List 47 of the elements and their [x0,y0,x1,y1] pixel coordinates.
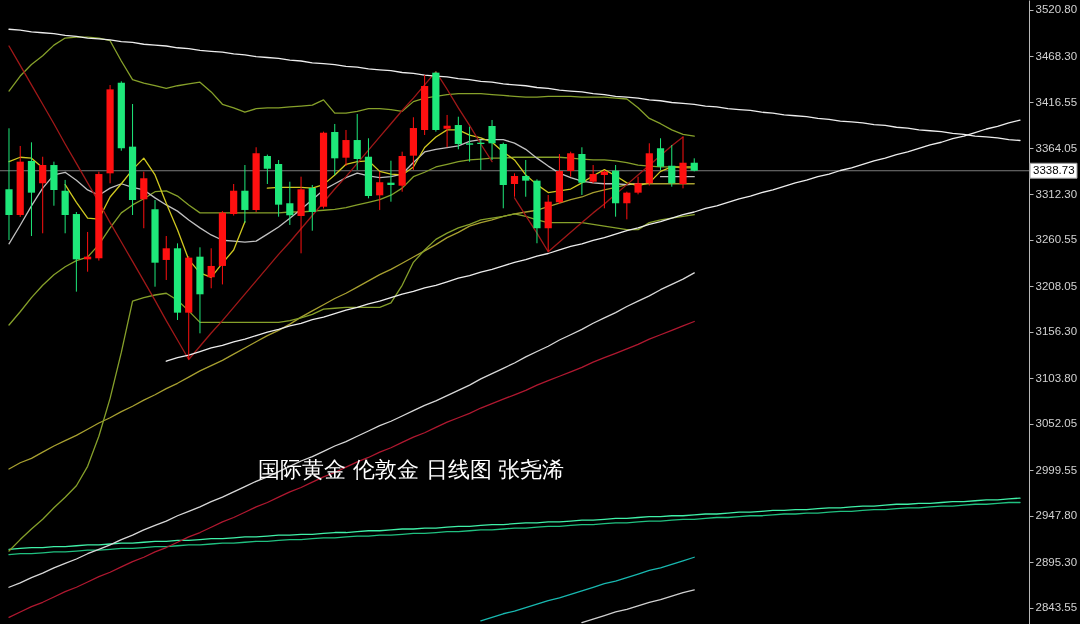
candlestick [207,247,215,289]
line-series [8,497,1021,550]
candlestick [286,181,294,226]
candlestick [162,235,170,281]
line-series [8,320,695,618]
candlestick [488,119,496,161]
y-tick-label: 3520.80 [1035,3,1078,16]
line-series [8,501,1021,556]
candlestick [39,156,47,234]
line-series [8,213,695,552]
candlestick [353,113,361,171]
line-series [480,556,695,622]
candlestick [263,154,271,185]
candlestick [140,171,148,229]
ref-line-label: 3338.73 [1033,163,1075,176]
candlestick [589,164,597,184]
candlestick [387,160,395,203]
candlestick [656,137,665,171]
candlestick [376,171,384,211]
y-tick-label: 2843.55 [1035,601,1078,614]
candlestick [342,129,350,167]
y-tick-label: 3468.30 [1035,49,1078,62]
y-tick-label: 3103.80 [1035,371,1078,384]
candlestick [454,116,462,150]
candlestick [230,183,238,217]
y-tick-label: 3260.55 [1035,233,1078,246]
y-tick-label: 3364.05 [1035,141,1078,154]
y-tick-label: 3156.30 [1035,325,1078,338]
y-tick-label: 2947.80 [1035,509,1078,522]
line-series [581,589,695,624]
y-tick-label: 3312.30 [1035,187,1078,200]
line-series [8,272,695,588]
y-tick-label: 2999.55 [1035,463,1078,476]
y-tick-label: 3416.55 [1035,95,1078,108]
y-tick-label: 3208.05 [1035,279,1078,292]
candlestick [567,151,575,178]
line-series [8,36,695,137]
candlestick [623,191,631,220]
candlestick [465,126,474,163]
candlestick [679,136,687,189]
candlestick [241,164,249,224]
candlestick [522,159,530,198]
y-tick-label: 2895.30 [1035,555,1078,568]
candlestick [510,172,519,198]
y-tick-label: 3052.05 [1035,417,1078,430]
candlestick [443,114,451,148]
candlestick [668,144,676,188]
